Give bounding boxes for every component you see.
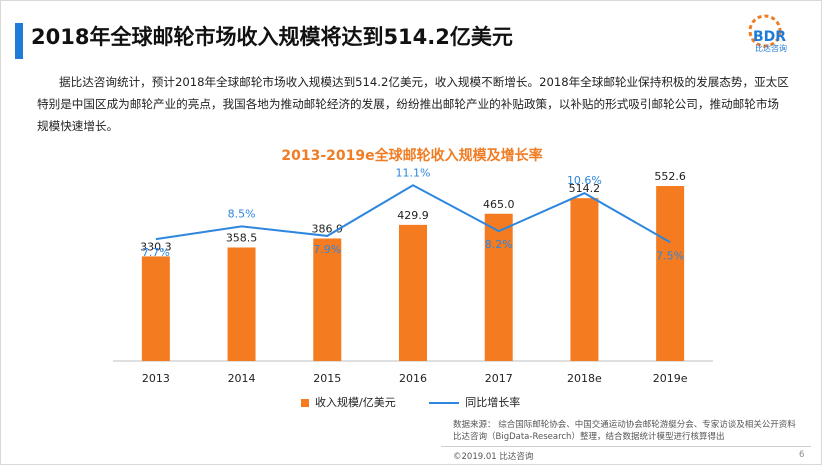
page-number: 6 bbox=[799, 450, 805, 460]
footer-divider bbox=[441, 446, 811, 447]
chart-title: 2013-2019e全球邮轮收入规模及增长率 bbox=[281, 148, 543, 164]
chart-legend: 收入规模/亿美元 同比增长率 bbox=[301, 394, 520, 410]
growth-rate-label: 11.1% bbox=[396, 166, 431, 179]
logo-subtitle: 比达咨询 bbox=[755, 44, 787, 53]
bdr-logo: BDR bbox=[748, 14, 786, 48]
revenue-bar bbox=[656, 186, 685, 361]
legend-line-swatch bbox=[429, 402, 460, 404]
revenue-bar bbox=[399, 224, 427, 361]
title-accent-bar bbox=[15, 23, 23, 59]
x-tick-label: 2019e bbox=[653, 372, 688, 385]
growth-rate-label: 7.5% bbox=[656, 249, 684, 262]
source-line-1: 数据来源： 综合国际邮轮协会、中国交通运动协会邮轮游艇分会、专家访谈及相关公开资… bbox=[453, 420, 796, 430]
growth-rate-label: 10.6% bbox=[567, 174, 602, 187]
x-tick-label: 2016 bbox=[399, 372, 427, 385]
x-tick-label: 2014 bbox=[228, 372, 256, 385]
bar-value-label: 330.3 bbox=[140, 240, 172, 253]
growth-rate-label: 8.2% bbox=[485, 238, 513, 251]
growth-rate-label: 8.5% bbox=[228, 207, 256, 220]
source-line-2: 比达咨询（BigData-Research）整理，结合数据统计模型进行核算得出 bbox=[453, 432, 725, 442]
revenue-bar bbox=[313, 238, 342, 361]
bar-value-label: 465.0 bbox=[483, 198, 515, 211]
revenue-bar bbox=[570, 198, 599, 361]
growth-rate-label: 7.7% bbox=[142, 246, 170, 259]
revenue-bar bbox=[141, 256, 170, 361]
logo-mark: BDR bbox=[753, 29, 786, 45]
intro-paragraph: 据比达咨询统计，预计2018年全球邮轮市场收入规模达到514.2亿美元，收入规模… bbox=[37, 75, 789, 133]
x-tick-label: 2018e bbox=[567, 372, 602, 385]
bar-value-label: 358.5 bbox=[226, 231, 258, 244]
bar-value-label: 552.6 bbox=[654, 170, 686, 183]
legend-bar-label: 收入规模/亿美元 bbox=[315, 396, 396, 409]
data-source: 数据来源： 综合国际邮轮协会、中国交通运动协会邮轮游艇分会、专家访谈及相关公开资… bbox=[453, 419, 813, 443]
footer-copyright: ©2019.01 比达咨询 bbox=[453, 452, 534, 462]
x-tick-label: 2013 bbox=[142, 372, 170, 385]
revenue-bar bbox=[227, 247, 256, 361]
legend-bar-swatch bbox=[301, 399, 309, 407]
revenue-bar bbox=[484, 213, 513, 361]
x-tick-label: 2015 bbox=[313, 372, 341, 385]
bar-value-label: 429.9 bbox=[397, 209, 429, 222]
growth-rate-line bbox=[155, 184, 671, 244]
bar-value-label: 514.2 bbox=[569, 182, 601, 195]
legend-line-label: 同比增长率 bbox=[465, 396, 521, 409]
page-title: 2018年全球邮轮市场收入规模将达到514.2亿美元 bbox=[31, 25, 513, 49]
growth-rate-label: 7.9% bbox=[313, 243, 341, 256]
x-tick-label: 2017 bbox=[485, 372, 513, 385]
